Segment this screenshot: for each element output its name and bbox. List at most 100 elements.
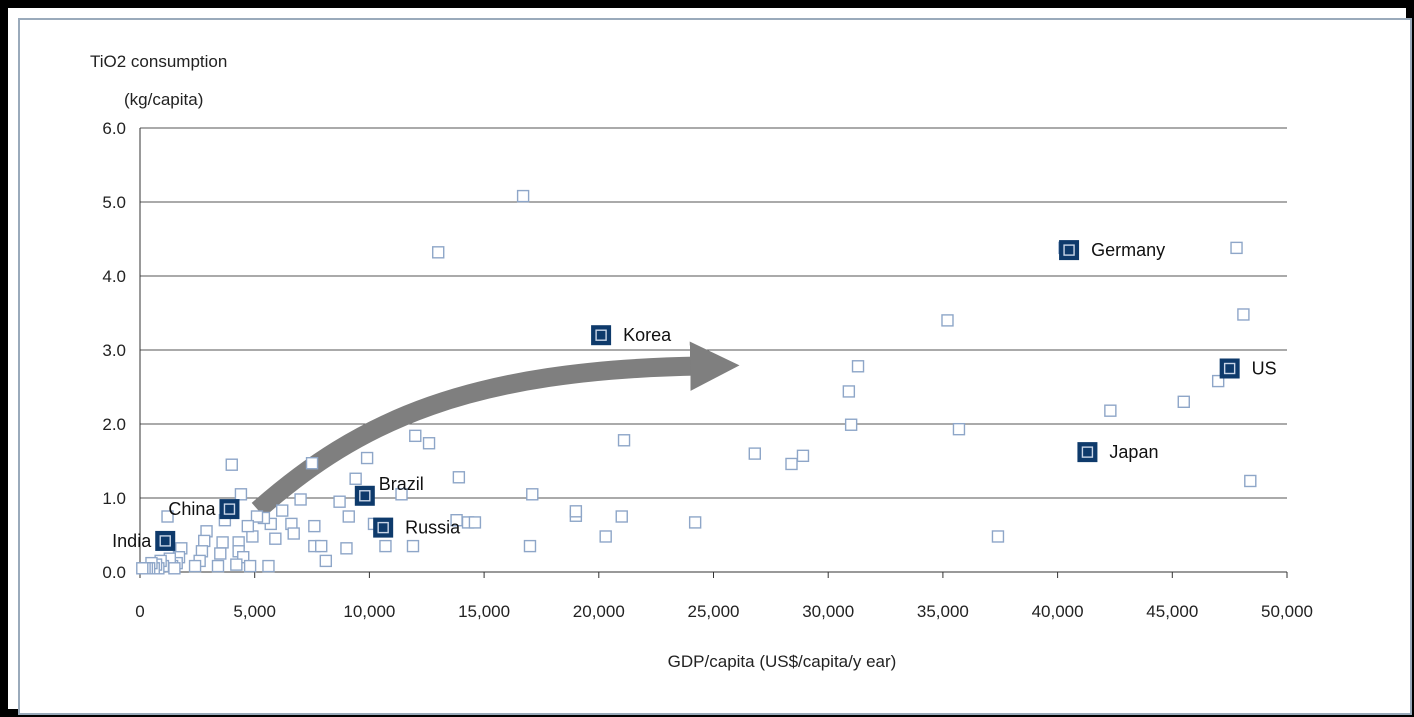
- x-tick-label: 20,000: [573, 602, 625, 621]
- data-point: [276, 504, 289, 517]
- data-point: [243, 559, 257, 573]
- point-label: Korea: [623, 325, 672, 345]
- data-point: [340, 542, 353, 555]
- data-point: [844, 418, 858, 431]
- data-point: [308, 519, 321, 533]
- data-point: [1244, 474, 1257, 488]
- highlighted-point: [1059, 240, 1080, 261]
- data-point: [796, 449, 810, 463]
- x-tick-label: 25,000: [688, 602, 740, 621]
- highlighted-point-inner: [595, 329, 607, 341]
- highlighted-point-inner: [377, 521, 389, 534]
- data-point: [198, 534, 211, 548]
- data-point: [305, 457, 319, 470]
- data-point: [315, 539, 328, 553]
- data-point: [287, 527, 300, 540]
- point-label: US: [1252, 359, 1277, 379]
- highlighted-point: [1219, 358, 1240, 379]
- data-point: [599, 530, 612, 543]
- x-axis-title: GDP/capita (US$/capita/y ear): [668, 652, 897, 671]
- data-point: [234, 488, 248, 501]
- point-label: India: [112, 531, 152, 551]
- data-point: [516, 189, 530, 203]
- data-point: [526, 488, 539, 501]
- point-label: China: [168, 499, 216, 519]
- data-point: [216, 536, 229, 549]
- y-tick-label: 4.0: [102, 267, 126, 286]
- data-point: [523, 539, 537, 553]
- data-point: [161, 510, 174, 523]
- data-point: [342, 510, 355, 523]
- data-point: [1237, 308, 1250, 321]
- y-axis-title-line2: (kg/capita): [124, 90, 203, 109]
- data-point: [617, 434, 631, 447]
- point-label: Japan: [1109, 442, 1158, 462]
- data-point: [211, 559, 225, 573]
- highlighted-point: [1077, 442, 1098, 463]
- data-point: [319, 554, 333, 568]
- data-point: [941, 314, 954, 327]
- point-label: Germany: [1091, 240, 1165, 260]
- data-point: [406, 539, 420, 553]
- x-tick-label: 35,000: [917, 602, 969, 621]
- point-label: Russia: [405, 518, 461, 538]
- data-point: [349, 472, 362, 485]
- data-point: [225, 458, 238, 471]
- data-points: [136, 189, 1257, 575]
- data-point: [241, 519, 255, 533]
- data-point: [452, 471, 466, 484]
- data-point: [991, 530, 1005, 543]
- data-point: [851, 360, 865, 373]
- highlighted-point-inner: [359, 490, 371, 502]
- data-point: [230, 558, 243, 571]
- data-point: [214, 547, 227, 560]
- x-tick-label: 5,000: [233, 602, 276, 621]
- point-labels: Germany Korea US Japan Brazil Russia China Indi…: [112, 240, 1276, 551]
- y-tick-label: 6.0: [102, 119, 126, 138]
- data-point: [952, 422, 966, 436]
- data-point: [1211, 374, 1225, 388]
- data-point: [569, 505, 583, 518]
- data-point: [188, 559, 202, 573]
- data-point: [1230, 241, 1243, 255]
- data-point: [468, 516, 482, 529]
- y-tick-label: 5.0: [102, 193, 126, 212]
- data-point: [360, 451, 374, 465]
- x-tick-label: 0: [135, 602, 144, 621]
- x-tick-label: 50,000: [1261, 602, 1313, 621]
- gridlines: [140, 127, 1287, 573]
- data-point: [615, 510, 628, 523]
- data-point: [409, 429, 422, 443]
- highlighted-point-inner: [223, 503, 236, 515]
- y-tick-label: 2.0: [102, 415, 126, 434]
- highlighted-point-inner: [159, 535, 171, 547]
- axes: TiO2 consumption (kg/capita) GDP/capita …: [90, 52, 1313, 671]
- trend-arrow: [251, 341, 740, 518]
- x-tick-label: 15,000: [458, 602, 510, 621]
- x-tick-label: 30,000: [802, 602, 854, 621]
- highlighted-point: [591, 325, 612, 346]
- x-tick-label: 45,000: [1146, 602, 1198, 621]
- data-point: [250, 510, 264, 523]
- x-tick-label: 10,000: [343, 602, 395, 621]
- highlighted-point-inner: [1063, 244, 1075, 256]
- data-point: [395, 488, 408, 501]
- data-point: [294, 493, 307, 506]
- data-point: [262, 559, 275, 573]
- highlighted-point-inner: [1081, 446, 1094, 458]
- data-point: [136, 562, 149, 575]
- highlighted-point-inner: [1223, 362, 1236, 375]
- data-point: [333, 495, 346, 508]
- highlighted-point: [219, 499, 240, 520]
- data-point: [1177, 395, 1190, 408]
- y-axis-title-line1: TiO2 consumption: [90, 52, 227, 71]
- data-point: [379, 539, 392, 553]
- data-point: [748, 447, 761, 460]
- data-point: [168, 562, 181, 575]
- highlighted-point: [373, 517, 394, 538]
- data-point: [237, 551, 250, 564]
- x-tick-label: 40,000: [1032, 602, 1084, 621]
- data-point: [422, 437, 436, 450]
- y-tick-label: 1.0: [102, 489, 126, 508]
